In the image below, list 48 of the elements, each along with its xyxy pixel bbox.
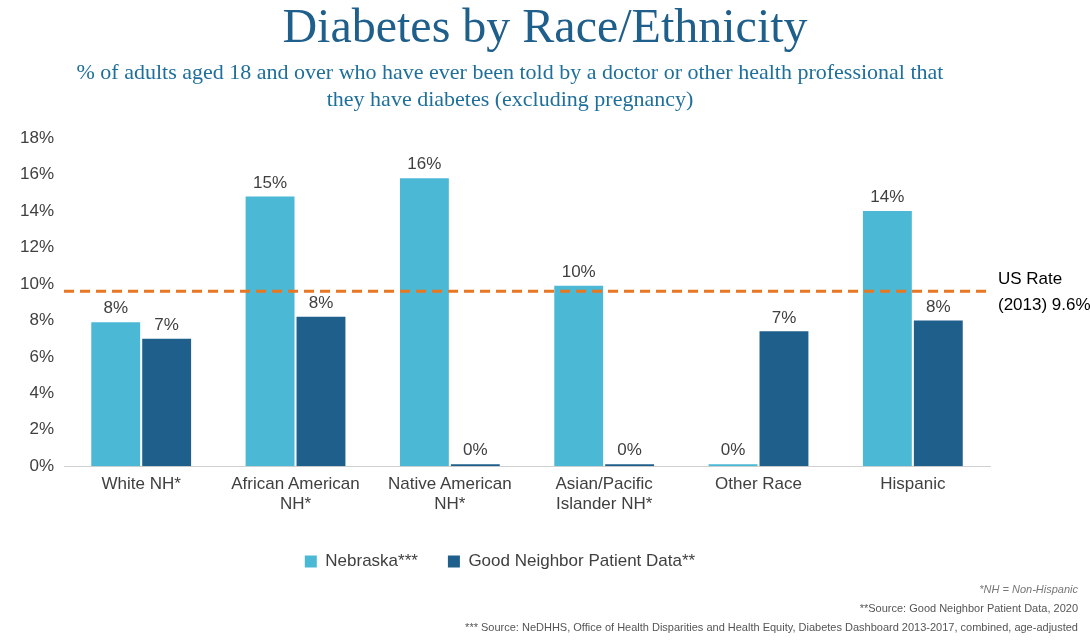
y-tick-label: 8%	[29, 310, 55, 330]
data-label: 8%	[103, 298, 129, 318]
data-label: 7%	[154, 314, 179, 334]
data-label: 10%	[561, 261, 596, 281]
data-label: 15%	[253, 172, 288, 192]
data-label: 14%	[870, 187, 905, 207]
y-tick-label: 12%	[19, 237, 55, 257]
bar	[450, 464, 500, 467]
y-tick-label: 18%	[19, 127, 55, 147]
data-label: 0%	[463, 440, 488, 460]
y-tick-label: 16%	[19, 164, 55, 184]
bar	[862, 211, 912, 467]
text: **Source: Good Neighbor Patient Data, 2020	[858, 601, 1078, 616]
x-tick-label: Hispanic	[880, 474, 946, 494]
data-label: 7%	[771, 307, 797, 327]
x-tick-label: Native American NH*	[387, 474, 512, 514]
bar	[913, 320, 963, 467]
bar	[708, 464, 758, 467]
bar	[245, 196, 295, 467]
y-tick-label: 10%	[19, 273, 55, 293]
x-tick-label: Asian/Pacific Islander NH*	[555, 474, 654, 514]
text: *** Source: NeDHHS, Office of Health Disparities and Health Equity, Diabetes Dashboard 2013-2017, combined, age-adjusted	[465, 620, 1078, 635]
y-tick-label: 2%	[29, 419, 55, 439]
bar	[296, 316, 346, 467]
bar	[91, 322, 141, 467]
x-tick-label: Other Race	[715, 474, 802, 494]
bar	[759, 331, 809, 467]
data-label: 0%	[617, 440, 642, 460]
chart-title: Diabetes by Race/Ethnicity	[281, 0, 809, 52]
legend-label: Nebraska***	[325, 551, 419, 571]
bar	[399, 178, 449, 467]
data-label: 8%	[308, 292, 334, 312]
chart-subtitle: % of adults aged 18 and over who have ever been told by a doctor or other health professional that they have diabetes (excluding pregnancy)	[75, 58, 945, 112]
legend-label: Good Neighbor Patient Data**	[468, 551, 696, 571]
bar	[554, 285, 604, 467]
data-label: 0%	[720, 440, 746, 460]
data-label: 16%	[407, 154, 442, 174]
bar	[605, 464, 655, 467]
y-tick-label: 0%	[29, 455, 55, 475]
text: *NH = Non-Hispanic	[978, 582, 1078, 597]
y-tick-label: 4%	[29, 383, 55, 402]
y-tick-label: 6%	[29, 346, 55, 366]
data-label: 8%	[926, 296, 951, 316]
bar	[142, 338, 192, 467]
y-tick-label: 14%	[19, 200, 55, 220]
ref-line-label: US Rate (2013) 9.6%	[998, 268, 1090, 314]
x-tick-label: White NH*	[101, 474, 182, 494]
x-tick-label: African American NH*	[231, 474, 360, 514]
